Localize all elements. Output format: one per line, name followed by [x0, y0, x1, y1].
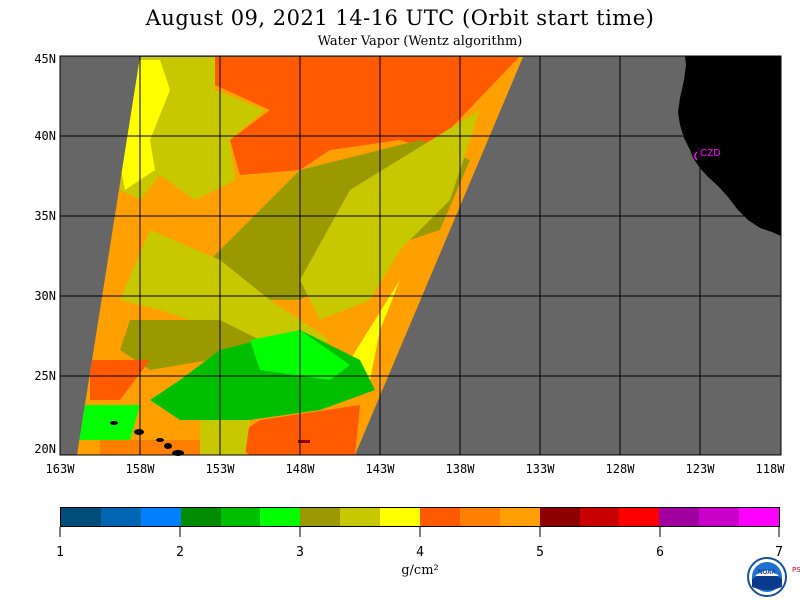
lon-label: 143W — [365, 462, 395, 476]
colorbar-tick-label: 5 — [536, 545, 544, 560]
lon-label: 153W — [205, 462, 235, 476]
colorbar-segment — [140, 508, 181, 526]
noaa-logo-icon: NOAA — [747, 557, 787, 597]
colorbar-tick-label: 4 — [416, 545, 424, 560]
lat-label: 25N — [34, 369, 56, 383]
lon-label: 118W — [755, 462, 785, 476]
land-california — [678, 56, 781, 236]
map-frame — [59, 55, 782, 456]
colorbar-segment — [699, 508, 740, 526]
colorbar-segment — [380, 508, 421, 526]
colorbar-segment — [459, 508, 500, 526]
lon-label: 163W — [45, 462, 75, 476]
colorbar-segment — [61, 508, 101, 526]
colorbar-segment — [100, 508, 141, 526]
colorbar-tick-label: 3 — [296, 545, 304, 560]
lon-label: 148W — [285, 462, 315, 476]
colorbar-tick-label: 2 — [176, 545, 184, 560]
colorbar-segment — [659, 508, 700, 526]
colorbar — [60, 507, 780, 527]
colorbar-segment — [220, 508, 261, 526]
lat-lon-grid — [60, 56, 781, 455]
colorbar-segment — [180, 508, 221, 526]
colorbar-segment — [619, 508, 660, 526]
lat-label: 20N — [34, 442, 56, 456]
colorbar-segment — [539, 508, 580, 526]
colorbar-segment — [340, 508, 381, 526]
colorbar-segment — [300, 508, 341, 526]
lon-label: 128W — [605, 462, 635, 476]
station-marker: CZD — [694, 148, 721, 161]
station-label: CZD — [700, 148, 721, 159]
lon-label: 158W — [125, 462, 155, 476]
colorbar-tick-label: 7 — [775, 545, 783, 560]
colorbar-segment — [420, 508, 460, 526]
lon-label: 133W — [525, 462, 555, 476]
colorbar-unit: g/cm² — [401, 563, 439, 578]
colorbar-segment — [739, 508, 780, 526]
lat-label: 40N — [34, 129, 56, 143]
lat-label: 35N — [34, 209, 56, 223]
colorbar-segment — [579, 508, 620, 526]
lon-label: 123W — [685, 462, 715, 476]
lat-label: 30N — [34, 289, 56, 303]
colorbar-segment — [260, 508, 301, 526]
psl-label: PSL — [792, 566, 800, 574]
lat-label: 45N — [34, 52, 56, 66]
chart-title: August 09, 2021 14-16 UTC (Orbit start t… — [145, 6, 655, 30]
colorbar-segment — [499, 508, 540, 526]
colorbar-tick-label: 6 — [656, 545, 664, 560]
colorbar-tick-label: 1 — [56, 545, 64, 560]
lon-label: 138W — [445, 462, 475, 476]
chart-subtitle: Water Vapor (Wentz algorithm) — [317, 34, 523, 49]
svg-text:NOAA: NOAA — [758, 570, 776, 576]
